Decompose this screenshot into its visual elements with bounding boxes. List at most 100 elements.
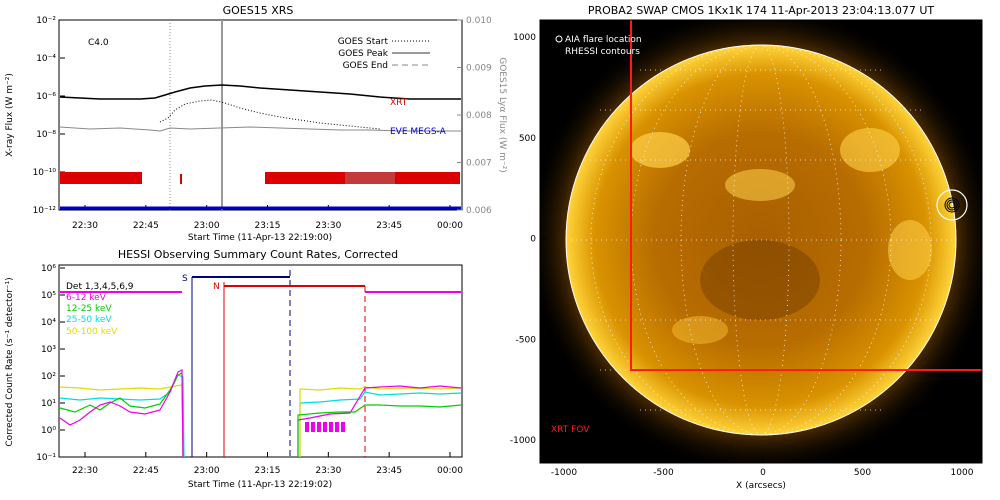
hessi-25-50kev-curve — [299, 391, 462, 457]
goes-lya-curve — [59, 126, 461, 132]
swap-y-tick-label: 1000 — [513, 33, 536, 43]
flare-location-marker — [936, 189, 968, 221]
goes-x-tick-label: 22:30 — [72, 221, 98, 231]
xrt-fov-label: XRT FOV — [551, 425, 590, 435]
sun-active-region — [630, 132, 690, 168]
swap-legend-symbol — [555, 47, 563, 55]
hessi-y-tick-label: 10¹ — [41, 399, 56, 409]
goes-flare-class: C4.0 — [88, 38, 109, 48]
goes-long-flux-curve — [59, 84, 461, 100]
sun-active-region — [840, 128, 900, 172]
hessi-x-label: Start Time (11-Apr-13 22:19:02) — [188, 480, 332, 490]
goes-y-tick-label: 10⁻⁶ — [36, 92, 56, 102]
xrt-coverage-bar — [60, 172, 142, 184]
swap-legend-symbol — [555, 35, 563, 43]
hessi-12-25kev-curve — [297, 404, 462, 457]
swap-title: PROBA2 SWAP CMOS 1Kx1K 174 11-Apr-2013 2… — [588, 4, 935, 17]
goes-x-tick-label: 23:30 — [315, 221, 341, 231]
goes-legend-label: GOES Peak — [338, 49, 388, 59]
goes-y2-tick-label: 0.009 — [466, 64, 492, 74]
hessi-x-axis: 22:30 22:45 23:00 23:15 23:30 23:45 00:00 Star… — [72, 452, 463, 490]
hessi-y-tick-label: 10⁶ — [41, 264, 56, 274]
goes-y2-axis: 0.010 0.009 0.008 0.007 0.006 GOES15 Lyα Flu… — [457, 16, 507, 216]
goes-y-axis: 10⁻² 10⁻⁴ 10⁻⁶ 10⁻⁸ 10⁻¹⁰ 10⁻¹² X-ray Flux (W… — [5, 16, 65, 216]
xrt-fov-box — [630, 20, 982, 371]
hessi-step-bar — [317, 422, 321, 432]
sun-coronal-hole — [700, 240, 820, 320]
hessi-y-tick-label: 10⁰ — [41, 426, 56, 436]
goes-y2-tick-label: 0.008 — [466, 111, 492, 121]
goes-x-axis: 22:30 22:45 23:00 23:15 23:30 23:45 00:00 Star… — [72, 205, 463, 243]
goes-x-tick-label: 23:00 — [194, 221, 220, 231]
goes-y2-tick-label: 0.007 — [466, 159, 492, 169]
hessi-y-label: Corrected Count Rate (s⁻¹ detector⁻¹) — [5, 277, 15, 446]
goes-short-flux-curve — [159, 99, 381, 130]
hessi-x-tick-label: 23:45 — [376, 466, 402, 476]
hessi-legend-label: 50-100 keV — [66, 327, 118, 337]
hessi-step-bar — [311, 422, 315, 432]
goes-x-tick-label: 23:45 — [376, 221, 402, 231]
swap-x-tick-label: 1000 — [951, 468, 974, 478]
goes-panel: GOES15 XRS C4.0 10⁻²10⁻⁴10⁻⁶10⁻⁸10⁻¹⁰10⁻… — [5, 4, 507, 243]
hessi-night-marker: N — [213, 282, 220, 292]
hessi-saa-marker: S — [182, 274, 188, 284]
sun-active-region — [888, 220, 932, 280]
goes-y2-tick-label: 0.006 — [466, 206, 492, 216]
xrt-coverage-gap — [345, 172, 395, 184]
hessi-step-bar — [341, 422, 345, 432]
goes-y-tick-label: 10⁻⁸ — [36, 130, 56, 140]
hessi-legend-label: 25-50 keV — [66, 315, 112, 325]
goes-y-tick-label: 10⁻⁴ — [36, 54, 56, 64]
goes-xrt-coverage — [60, 172, 460, 184]
hessi-x-tick-label: 23:30 — [315, 466, 341, 476]
goes-legend-label: GOES End — [343, 61, 388, 71]
hessi-step-bar — [335, 422, 339, 432]
hessi-x-tick-label: 22:45 — [133, 466, 159, 476]
hessi-y-tick-label: 10³ — [41, 345, 56, 355]
hessi-y-tick-label: 10⁴ — [41, 318, 56, 328]
goes-y-label: X-ray Flux (W m⁻²) — [5, 73, 15, 157]
swap-x-tick-label: 500 — [854, 468, 871, 478]
goes-y2-label: GOES15 Lyα Flux (W m⁻²) — [497, 57, 507, 173]
swap-legend: AIA flare location RHESSI contours — [555, 35, 642, 57]
swap-y-tick-label: -500 — [516, 335, 537, 345]
swap-x-tick-label: 0 — [760, 468, 766, 478]
swap-y-tick-label: 0 — [530, 235, 536, 245]
goes-legend: GOES Start GOES Peak GOES End — [338, 37, 430, 71]
hessi-legend-label: 12-25 keV — [66, 304, 112, 314]
hessi-x-tick-label: 23:00 — [194, 466, 220, 476]
hessi-25-50kev-curve — [59, 374, 185, 458]
hessi-y-tick-label: 10⁻¹ — [36, 453, 56, 463]
hessi-legend: Det 1,3,4,5,6,9 6-12 keV 12-25 keV 25-50… — [66, 282, 134, 337]
goes-x-label: Start Time (11-Apr-13 22:19:00) — [188, 233, 332, 243]
goes-y-tick-label: 10⁻¹⁰ — [33, 168, 57, 178]
goes-x-tick-label: 22:45 — [133, 221, 159, 231]
hessi-y-tick-label: 10⁵ — [41, 291, 56, 301]
goes-x-tick-label: 00:00 — [437, 221, 463, 231]
swap-x-tick-label: -500 — [653, 468, 674, 478]
goes-xrt-tag: XRT — [390, 98, 408, 108]
swap-y-tick-label: -1000 — [510, 436, 536, 446]
hessi-legend-label: 6-12 keV — [66, 293, 107, 303]
hessi-attenuator-steps — [305, 422, 345, 432]
swap-x-tick-label: -1000 — [551, 468, 577, 478]
swap-x-axis: -1000 -500 0 500 1000 X (arcsecs) — [551, 457, 974, 491]
hessi-title: HESSI Observing Summary Count Rates, Cor… — [118, 248, 398, 261]
hessi-panel: HESSI Observing Summary Count Rates, Cor… — [5, 248, 463, 490]
swap-legend-label: AIA flare location — [565, 35, 642, 45]
swap-plot-frame — [539, 19, 983, 464]
hessi-step-bar — [323, 422, 327, 432]
goes-y2-tick-label: 0.010 — [466, 16, 492, 26]
hessi-plot-frame — [58, 264, 463, 458]
goes-y-tick-label: 10⁻² — [36, 16, 56, 26]
sun-active-region — [725, 169, 795, 201]
swap-x-label: X (arcsecs) — [736, 481, 786, 491]
swap-y-tick-label: 500 — [519, 134, 536, 144]
hessi-legend-label: Det 1,3,4,5,6,9 — [66, 282, 134, 292]
hessi-6-12kev-curve — [59, 369, 184, 458]
hessi-x-tick-label: 23:15 — [255, 466, 281, 476]
goes-y-tick-label: 10⁻¹² — [33, 206, 57, 216]
hessi-step-bar — [305, 422, 309, 432]
goes-legend-label: GOES Start — [338, 37, 389, 47]
